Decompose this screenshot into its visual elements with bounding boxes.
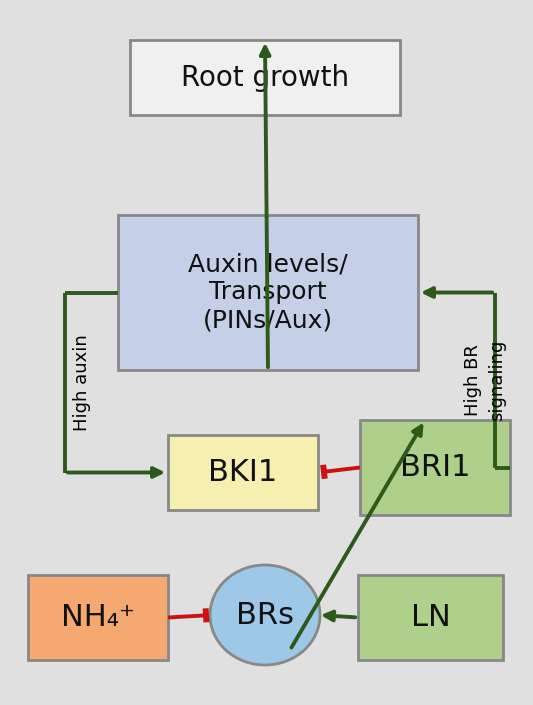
Text: LN: LN [410, 603, 450, 632]
Ellipse shape [210, 565, 320, 665]
FancyBboxPatch shape [130, 40, 400, 115]
Text: BRs: BRs [236, 601, 294, 630]
FancyBboxPatch shape [360, 420, 510, 515]
Text: Root growth: Root growth [181, 63, 349, 92]
Text: BRI1: BRI1 [400, 453, 470, 482]
Text: BKI1: BKI1 [208, 458, 278, 487]
FancyBboxPatch shape [358, 575, 503, 660]
Text: NH₄⁺: NH₄⁺ [61, 603, 135, 632]
Text: High auxin: High auxin [73, 334, 91, 431]
Text: Auxin levels/
Transport
(PINs/Aux): Auxin levels/ Transport (PINs/Aux) [188, 252, 348, 332]
Text: High BR: High BR [464, 344, 482, 416]
FancyBboxPatch shape [118, 215, 418, 370]
FancyBboxPatch shape [168, 435, 318, 510]
Text: signaling: signaling [488, 339, 506, 421]
FancyBboxPatch shape [28, 575, 168, 660]
